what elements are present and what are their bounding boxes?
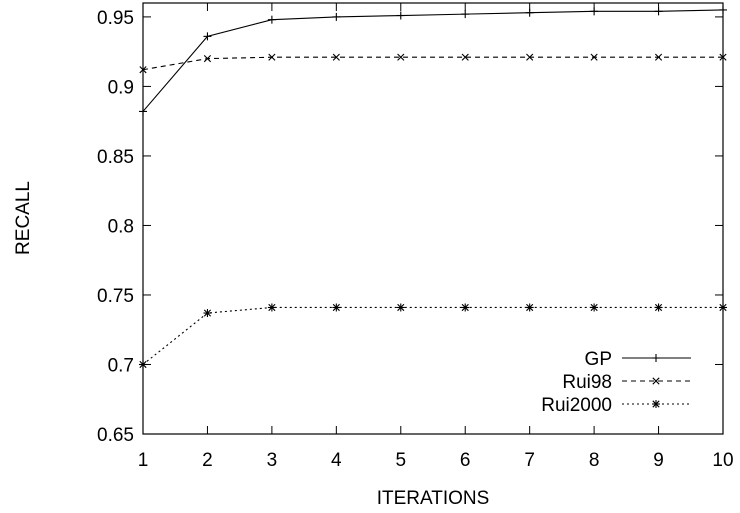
data-point bbox=[652, 354, 660, 362]
series-line bbox=[142, 56, 723, 71]
data-point bbox=[396, 11, 405, 20]
x-tick-label: 9 bbox=[653, 450, 664, 471]
data-point bbox=[652, 377, 660, 385]
data-point bbox=[267, 15, 276, 24]
data-point bbox=[590, 7, 599, 16]
data-point bbox=[461, 10, 470, 19]
y-tick-label: 0.85 bbox=[97, 147, 134, 168]
x-tick-label: 10 bbox=[712, 450, 733, 471]
x-tick-label: 8 bbox=[589, 450, 600, 471]
legend-entry: Rui98 bbox=[562, 372, 691, 393]
data-point bbox=[139, 107, 147, 116]
x-tick-label: 7 bbox=[524, 450, 535, 471]
axis-ticks bbox=[142, 3, 724, 435]
data-point bbox=[590, 303, 599, 312]
data-point bbox=[139, 360, 147, 369]
data-point bbox=[654, 303, 663, 312]
series-rui98 bbox=[139, 53, 727, 74]
legend-label: GP bbox=[585, 349, 612, 370]
y-axis-title: RECALL bbox=[13, 181, 34, 255]
data-point bbox=[332, 303, 341, 312]
data-point bbox=[590, 53, 598, 61]
y-tick-label: 0.7 bbox=[108, 355, 134, 376]
data-point bbox=[525, 303, 534, 312]
y-tick-label: 0.75 bbox=[97, 286, 134, 307]
y-tick-label: 0.8 bbox=[108, 216, 134, 237]
y-tick-label: 0.65 bbox=[97, 425, 134, 446]
legend-entry: Rui2000 bbox=[541, 395, 691, 416]
series-gp bbox=[139, 5, 727, 116]
series-rui2000 bbox=[139, 303, 727, 369]
data-point bbox=[461, 303, 470, 312]
series-layer bbox=[139, 5, 727, 369]
y-tick-label: 0.9 bbox=[108, 77, 134, 98]
legend-entry: GP bbox=[585, 349, 691, 370]
data-point bbox=[139, 66, 147, 74]
data-point bbox=[654, 53, 663, 61]
data-point bbox=[652, 400, 660, 408]
x-tick-label: 4 bbox=[331, 450, 342, 471]
plot-frame bbox=[142, 2, 724, 435]
data-point bbox=[654, 7, 663, 16]
y-tick-label: 0.95 bbox=[97, 8, 134, 29]
data-point bbox=[332, 53, 340, 61]
data-point bbox=[719, 53, 727, 61]
data-point bbox=[203, 309, 212, 318]
x-axis-title: ITERATIONS bbox=[377, 488, 490, 509]
x-tick-label: 1 bbox=[138, 450, 149, 471]
data-point bbox=[397, 53, 405, 61]
data-point bbox=[719, 5, 727, 14]
data-point bbox=[719, 303, 727, 312]
x-tick-label: 2 bbox=[202, 450, 213, 471]
data-point bbox=[461, 53, 469, 61]
data-point bbox=[268, 53, 276, 61]
data-point bbox=[267, 303, 276, 312]
data-point bbox=[525, 8, 534, 17]
series-line bbox=[142, 306, 723, 365]
x-tick-label: 5 bbox=[395, 450, 406, 471]
series-line bbox=[142, 9, 724, 112]
legend-label: Rui98 bbox=[562, 372, 612, 393]
data-point bbox=[203, 55, 212, 63]
legend-label: Rui2000 bbox=[541, 395, 612, 416]
data-point bbox=[396, 303, 405, 312]
x-tick-label: 3 bbox=[267, 450, 278, 471]
data-point bbox=[332, 12, 341, 21]
x-tick-label: 6 bbox=[460, 450, 471, 471]
data-point bbox=[526, 53, 534, 61]
data-point bbox=[203, 32, 212, 41]
axis-tick-labels: 1 2 3 4 5 6 7 8 9 10 0.65 0.7 0.75 0.8 0.85 0.9 0.95 bbox=[97, 8, 734, 471]
